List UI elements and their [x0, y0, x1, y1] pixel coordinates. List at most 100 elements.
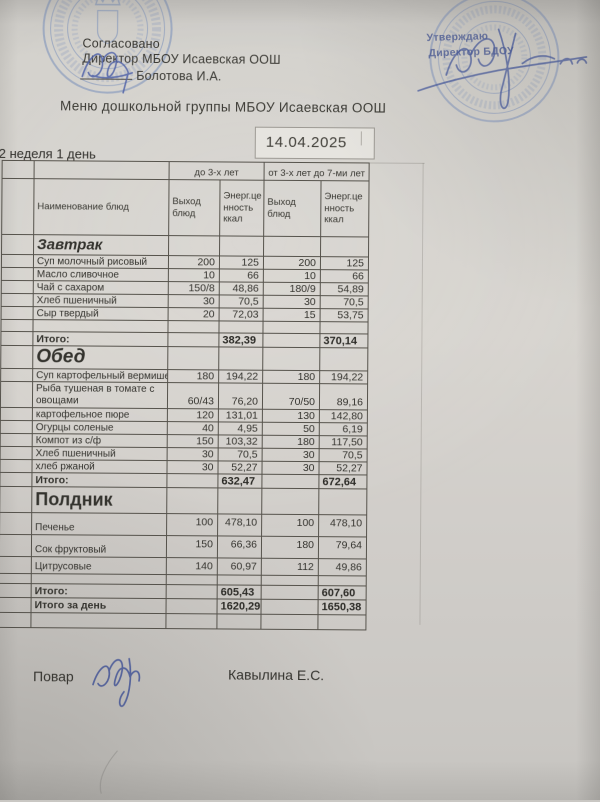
column-header-row: Наименование блюд Выход блюд Энерг.це нн… — [1, 178, 370, 237]
value-cell: 117,50 — [319, 435, 368, 449]
value-cell: 180/9 — [263, 282, 321, 296]
value-cell: 70/50 — [262, 383, 320, 410]
menu-table: до 3-х лет от 3-х лет до 7-ми лет Наимен… — [0, 160, 370, 631]
cook-name: Кавылина Е.С. — [228, 666, 325, 684]
value-cell — [320, 236, 369, 257]
value-cell: 100 — [166, 513, 218, 536]
row-stub-cell — [0, 534, 32, 557]
age-group-3to7: от 3-х лет до 7-ми лет — [264, 162, 370, 181]
total-value-cell: 382,39 — [218, 332, 263, 348]
approval-line2: Директор МБОУ Исаевская ООШ — [82, 51, 281, 67]
faint-grid-line — [419, 162, 424, 625]
menu-table-body: Завтрак Суп молочный рисовый 200 125 200 125 М… — [0, 234, 369, 630]
value-cell — [263, 236, 321, 257]
total-value-cell — [166, 598, 218, 614]
total-value-cell — [261, 599, 319, 615]
dish-name-cell: Масло сливочное — [33, 267, 169, 282]
total-label-cell: Итого: — [31, 583, 167, 599]
row-stub-cell — [1, 178, 35, 235]
total-value-cell — [166, 584, 218, 599]
value-cell — [166, 487, 218, 514]
row-stub-cell — [0, 446, 33, 460]
empty-row — [0, 612, 367, 630]
value-cell — [167, 320, 220, 333]
value-cell: 30 — [261, 461, 320, 475]
value-cell: 180 — [167, 369, 219, 383]
value-cell: 125 — [320, 256, 369, 270]
value-cell: 142,80 — [319, 409, 368, 423]
value-cell: 89,16 — [319, 383, 368, 410]
value-cell: 30 — [262, 448, 320, 462]
col-header-dish-name: Наименование блюд — [33, 178, 170, 236]
date-box: 14.04.2025 — [254, 126, 375, 160]
total-label-cell: Итого за день — [31, 597, 167, 614]
row-stub-cell — [0, 583, 32, 598]
value-cell: 30 — [263, 295, 321, 309]
page-title: Меню дошкольной группы МБОУ Исаевская ОО… — [59, 98, 387, 116]
value-cell: 10 — [168, 268, 220, 282]
dish-name-cell: Чай с сахаром — [33, 280, 169, 295]
value-cell: 52,27 — [318, 461, 368, 475]
value-cell: 70,5 — [218, 447, 263, 462]
value-cell: 150 — [166, 535, 218, 558]
total-value-cell: 1650,38 — [318, 599, 367, 615]
value-cell — [261, 488, 319, 515]
value-cell: 125 — [219, 255, 264, 270]
value-cell: 150 — [167, 434, 219, 448]
value-cell — [319, 347, 368, 371]
data-row: Печенье 100 478,10 100 478,10 — [0, 512, 367, 537]
value-cell: 70,5 — [219, 294, 264, 309]
row-stub-cell — [0, 472, 32, 487]
faint-grid-line-top — [368, 162, 425, 164]
value-cell: 30 — [167, 447, 219, 461]
value-cell: 54,89 — [320, 282, 369, 296]
section-label: Обед — [32, 345, 168, 370]
total-label-cell: Итого: — [32, 331, 168, 347]
value-cell — [218, 346, 263, 371]
age-group-under3: до 3-х лет — [169, 161, 265, 181]
value-cell — [319, 321, 369, 334]
row-stub-cell — [1, 306, 34, 320]
value-cell: 48,86 — [219, 281, 264, 296]
value-cell: 30 — [166, 460, 219, 474]
value-cell: 52,27 — [217, 460, 263, 475]
dish-name-cell: хлеб ржаной — [31, 459, 168, 474]
total-value-cell: 370,14 — [319, 333, 368, 348]
director-signature — [417, 28, 588, 110]
dish-name-cell: Сыр твердый — [33, 306, 169, 321]
value-cell: 478,10 — [318, 514, 367, 537]
data-row: Рыба тушеная в томате с овощами 60/43 76,2… — [0, 381, 368, 410]
dish-name-cell — [30, 612, 167, 629]
row-stub-cell — [0, 512, 32, 535]
total-value-cell — [261, 474, 319, 489]
row-stub-cell — [0, 612, 32, 628]
dish-name-cell: Суп картофельный вермишеле — [32, 368, 168, 383]
value-cell: 180 — [262, 370, 320, 384]
total-value-cell — [261, 585, 319, 600]
value-cell — [218, 320, 264, 334]
director-name: Болотова И.А. — [136, 68, 222, 84]
value-cell: 131,01 — [218, 408, 263, 423]
dish-name-cell: Компот из с/ф — [32, 433, 168, 448]
total-value-cell: 605,43 — [217, 584, 262, 600]
section-row: Завтрак — [1, 234, 369, 257]
dish-name-cell: Цитрусовые — [31, 556, 167, 575]
dish-name-cell: Хлеб пшеничный — [32, 446, 168, 461]
dish-name-cell: Сок фруктовый — [31, 534, 167, 558]
row-stub-cell — [0, 319, 34, 332]
right-stamp-line1: Утверждаю — [426, 30, 489, 44]
value-cell — [167, 346, 219, 370]
value-cell: 100 — [261, 514, 319, 537]
row-stub-cell — [1, 234, 34, 255]
row-stub-cell — [0, 420, 33, 434]
value-cell: 15 — [263, 308, 321, 322]
row-stub-cell — [1, 280, 34, 294]
total-value-cell: 672,64 — [318, 474, 367, 489]
value-cell: 4,95 — [218, 421, 263, 436]
value-cell: 20 — [168, 307, 220, 321]
value-cell — [166, 574, 218, 585]
row-stub-cell — [0, 345, 33, 369]
value-cell — [216, 613, 262, 630]
row-stub-cell — [0, 331, 33, 346]
